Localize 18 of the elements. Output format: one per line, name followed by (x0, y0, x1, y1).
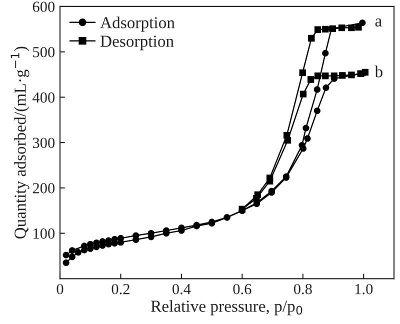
x-tick-label: 0.8 (294, 284, 312, 294)
y-tick-label: 100 (34, 228, 55, 239)
legend-label: Desorption (100, 36, 174, 50)
x-tick-label: 0.4 (172, 284, 191, 294)
x-axis-title: Relative pressure, p/p$_{0}$ (150, 300, 302, 316)
y-tick-label: 200 (32, 183, 55, 194)
annotation: a (375, 18, 382, 27)
x-tick-label: 0 (56, 284, 64, 294)
y-axis-title: Quantity adsorbed/(mL·g$^{−1}$) (10, 46, 30, 239)
x-tick-label: 1.0 (355, 284, 373, 294)
annotation: b (374, 66, 382, 78)
legend-label: Adsorption (100, 16, 175, 32)
y-tick-label: 500 (33, 46, 55, 58)
x-tick-label: 0.2 (112, 284, 130, 294)
y-tick-label: 400 (32, 92, 55, 103)
y-tick-label: 300 (32, 138, 55, 148)
y-tick-label: 600 (32, 2, 55, 12)
x-tick-label: 0.6 (233, 284, 252, 294)
